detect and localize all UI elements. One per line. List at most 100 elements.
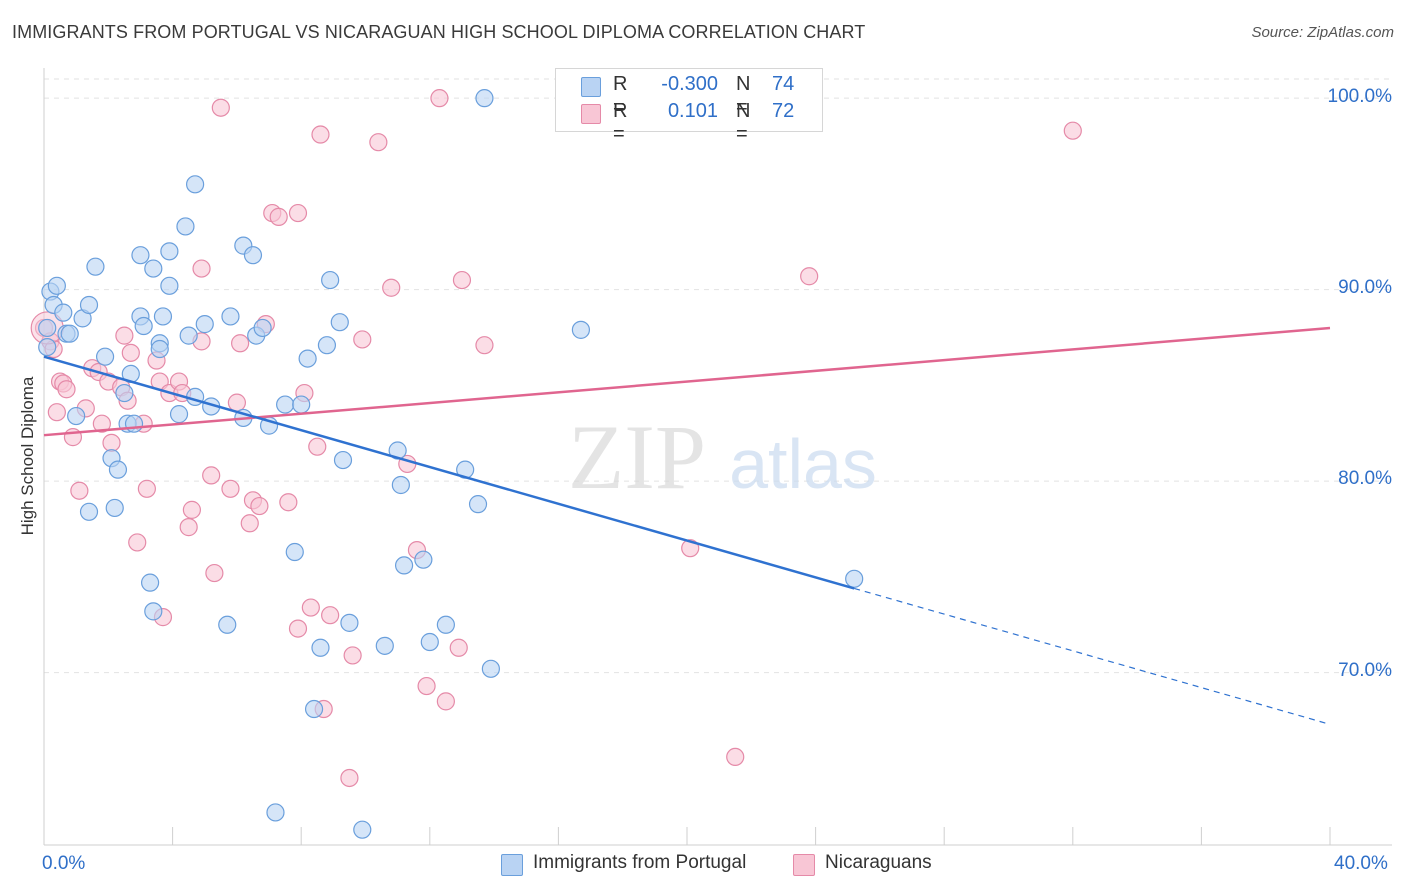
- source-label: Source: ZipAtlas.com: [1251, 24, 1394, 41]
- data-point: [137, 479, 156, 498]
- y-tick-label: 100.0%: [1327, 86, 1392, 107]
- r-value: -0.300: [661, 73, 718, 95]
- data-point: [391, 475, 410, 495]
- y-tick-label: 70.0%: [1338, 660, 1392, 681]
- data-point: [420, 632, 439, 652]
- data-point: [79, 502, 99, 521]
- data-point: [169, 405, 189, 424]
- r-value: 0.101: [667, 100, 718, 122]
- data-point: [475, 336, 494, 355]
- data-point: [179, 326, 198, 345]
- stats-box: R = -0.300 N = 74 R = 0.101 N = 72: [555, 68, 823, 145]
- data-point: [475, 89, 494, 108]
- data-point: [221, 307, 240, 326]
- data-point: [54, 303, 73, 322]
- data-point: [202, 466, 221, 485]
- y-axis-label: High School Diploma: [18, 376, 37, 536]
- data-point: [38, 338, 57, 357]
- data-point: [333, 450, 353, 470]
- pink-swatch: [581, 104, 601, 124]
- series-nicaraguans: [30, 89, 1082, 788]
- data-point: [79, 295, 99, 315]
- y-tick-label: 80.0%: [1338, 468, 1392, 489]
- data-point: [321, 606, 340, 625]
- series-immigrants-from-portugal: [38, 89, 864, 839]
- data-point: [311, 125, 330, 144]
- watermark-atlas: atlas: [729, 425, 877, 503]
- data-point: [343, 646, 362, 665]
- data-point: [266, 803, 285, 822]
- data-point: [330, 313, 349, 332]
- data-point: [176, 217, 195, 236]
- data-point: [288, 203, 308, 223]
- data-point: [134, 316, 153, 336]
- legend-swatch-blue: [501, 854, 523, 876]
- data-point: [240, 514, 259, 533]
- data-point: [353, 820, 372, 839]
- chart-title: IMMIGRANTS FROM PORTUGAL VS NICARAGUAN H…: [12, 22, 866, 42]
- legend-label: Immigrants from Portugal: [533, 852, 747, 873]
- data-point: [218, 615, 237, 634]
- data-point: [47, 276, 66, 295]
- data-point: [128, 533, 147, 552]
- data-point: [340, 613, 359, 632]
- data-point: [449, 638, 468, 657]
- data-point: [182, 500, 201, 519]
- trend-lines: [43, 326, 1331, 725]
- data-point: [481, 659, 500, 678]
- data-point: [340, 768, 359, 788]
- data-point: [70, 481, 89, 500]
- data-point: [800, 267, 819, 286]
- data-point: [108, 460, 128, 479]
- data-point: [195, 315, 214, 334]
- data-point: [375, 636, 394, 655]
- data-point: [153, 307, 173, 326]
- data-point: [47, 403, 66, 422]
- r-label: R =: [613, 100, 628, 145]
- n-value: 74: [772, 73, 795, 95]
- data-point: [845, 569, 864, 588]
- data-point: [57, 380, 76, 399]
- data-point: [205, 563, 224, 583]
- data-point: [124, 414, 144, 433]
- data-point: [144, 259, 163, 278]
- data-point: [60, 324, 79, 343]
- data-point: [186, 175, 205, 194]
- data-point: [308, 437, 327, 456]
- data-point: [160, 276, 179, 295]
- data-point: [92, 414, 111, 433]
- r-label: R =: [613, 73, 628, 118]
- data-point: [301, 598, 320, 617]
- data-point: [382, 278, 401, 297]
- trend-line-portugal: [43, 355, 855, 590]
- data-point: [231, 334, 250, 353]
- data-point: [250, 496, 269, 516]
- data-point: [211, 98, 230, 117]
- data-point: [160, 242, 179, 261]
- data-point: [192, 259, 211, 278]
- data-point: [86, 257, 105, 276]
- legend-swatch-pink: [793, 854, 815, 876]
- data-point: [298, 349, 317, 368]
- watermark-zip: ZIP: [568, 406, 706, 508]
- n-value: 72: [772, 100, 795, 122]
- data-point: [253, 318, 272, 338]
- y-tick-label: 90.0%: [1338, 277, 1392, 298]
- data-point: [243, 246, 263, 265]
- data-point: [131, 246, 150, 265]
- data-point: [353, 330, 372, 349]
- data-point: [311, 638, 330, 657]
- data-point: [436, 615, 455, 634]
- data-point: [436, 692, 455, 711]
- data-point: [227, 393, 246, 412]
- gridlines: [44, 78, 1392, 674]
- data-point: [452, 270, 472, 290]
- axes: [43, 68, 1392, 846]
- data-point: [726, 747, 745, 767]
- data-point: [38, 318, 57, 338]
- data-point: [321, 270, 340, 290]
- data-point: [1063, 121, 1082, 140]
- data-point: [179, 518, 198, 537]
- data-point: [468, 495, 488, 514]
